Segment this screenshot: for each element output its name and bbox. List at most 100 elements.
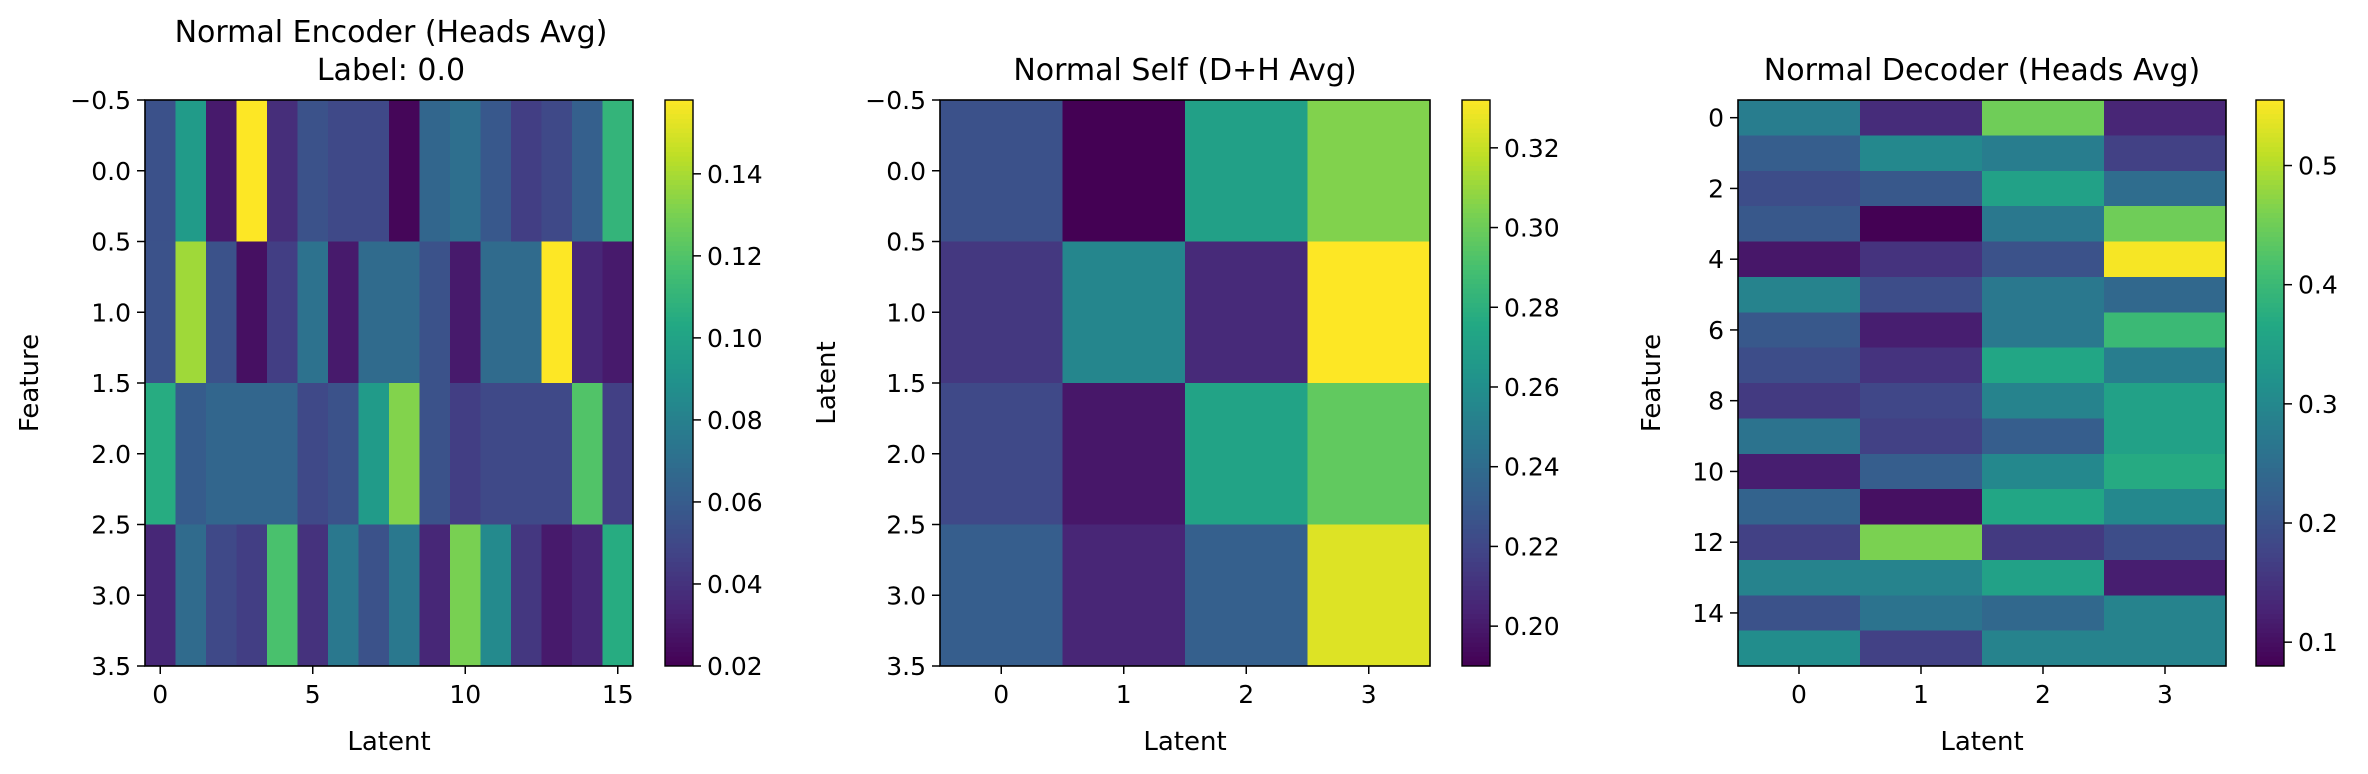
colorbar-segment (1462, 335, 1490, 342)
heatmap-cell (940, 524, 1064, 667)
colorbar-segment (2256, 467, 2284, 474)
y-axis-label: Feature (1637, 334, 1667, 432)
colorbar-tick-label: 0.20 (1504, 612, 1560, 641)
colorbar-segment (1462, 576, 1490, 582)
colorbar-segment (1462, 661, 1490, 667)
colorbar-segment (665, 453, 693, 460)
colorbar-segment (665, 222, 693, 228)
heatmap-cell (1982, 135, 2105, 172)
colorbar-segment (665, 255, 693, 261)
heatmap-cell (1062, 241, 1186, 384)
colorbar-segment (2256, 316, 2284, 323)
x-axis-label: Latent (347, 727, 430, 757)
heatmap-cell (480, 100, 512, 243)
heatmap-cell (1982, 524, 2105, 561)
colorbar-segment (665, 482, 693, 488)
heatmap-cell (297, 100, 329, 243)
colorbar-segment (2256, 449, 2284, 455)
colorbar-tick-label: 0.3 (2298, 390, 2338, 419)
colorbar-segment (2256, 651, 2284, 658)
heatmap-cell (2104, 135, 2227, 172)
colorbar-segment (665, 137, 693, 144)
colorbar-segment (665, 236, 693, 243)
heatmap-cell (1982, 276, 2105, 313)
colorbar-segment (665, 326, 693, 332)
heatmap-cell (358, 524, 390, 667)
colorbar-tick-label: 0.14 (707, 160, 763, 189)
colorbar-segment (2256, 349, 2284, 356)
colorbar-tick-label: 0.2 (2298, 509, 2338, 538)
colorbar-segment (2256, 298, 2284, 304)
colorbar-segment (665, 203, 693, 210)
colorbar-segment (1462, 118, 1490, 125)
colorbar-segment (1462, 590, 1490, 596)
colorbar-segment (1462, 175, 1490, 181)
y-tick-label: 12 (1692, 528, 1724, 557)
y-tick-label: 0.5 (886, 228, 926, 257)
colorbar-segment (2256, 118, 2284, 125)
colorbar-segment (665, 345, 693, 351)
colorbar-segment (665, 444, 693, 450)
y-tick-label: 10 (1692, 457, 1724, 486)
heatmap-cell (572, 383, 604, 526)
colorbar-tick-label: 0.26 (1504, 373, 1560, 402)
colorbar-segment (2256, 562, 2284, 568)
colorbar-segment (665, 416, 693, 422)
colorbar-segment (2256, 255, 2284, 261)
heatmap-cell (1738, 595, 1861, 632)
colorbar-segment (665, 510, 693, 516)
colorbar-segment (665, 217, 693, 224)
colorbar-segment (2256, 109, 2284, 115)
heatmap-cell (1738, 453, 1861, 490)
heatmap-cell (1982, 100, 2105, 136)
colorbar-segment (665, 538, 693, 544)
colorbar-segment (1462, 411, 1490, 417)
colorbar-segment (665, 373, 693, 379)
heatmap-cell (328, 383, 360, 526)
colorbar-segment (2256, 175, 2284, 181)
colorbar-segment (2256, 293, 2284, 299)
colorbar-segment (665, 246, 693, 252)
colorbar-segment (1462, 416, 1490, 422)
y-tick-label: 0 (1708, 104, 1724, 133)
colorbar-segment (665, 632, 693, 639)
heatmap-cell (328, 524, 360, 667)
colorbar-segment (665, 109, 693, 115)
colorbar-segment (665, 265, 693, 271)
colorbar-segment (665, 519, 693, 526)
colorbar-tick-label: 0.4 (2298, 271, 2338, 300)
colorbar-segment (665, 533, 693, 540)
colorbar-segment (1462, 505, 1490, 511)
colorbar-segment (665, 406, 693, 412)
colorbar-segment (1462, 246, 1490, 252)
colorbar-segment (1462, 434, 1490, 441)
colorbar-segment (1462, 628, 1490, 634)
colorbar-segment (2256, 156, 2284, 162)
heatmap-cell (1982, 241, 2105, 278)
colorbar-segment (1462, 151, 1490, 158)
colorbar-segment (665, 581, 693, 587)
colorbar-segment (2256, 401, 2284, 408)
colorbar-segment (665, 274, 693, 280)
colorbar-segment (1462, 307, 1490, 313)
colorbar-segment (1462, 349, 1490, 356)
colorbar-segment (1462, 562, 1490, 568)
chart-title: Normal Encoder (Heads Avg) (175, 15, 608, 50)
colorbar-segment (1462, 623, 1490, 629)
colorbar-segment (1462, 566, 1490, 573)
colorbar-segment (2256, 406, 2284, 412)
colorbar-segment (2256, 647, 2284, 653)
colorbar-segment (665, 368, 693, 375)
heatmap-cell (175, 524, 207, 667)
colorbar-segment (1462, 161, 1490, 167)
colorbar-segment (2256, 618, 2284, 625)
colorbar-segment (2256, 392, 2284, 398)
colorbar-segment (1462, 378, 1490, 384)
colorbar-segment (2256, 170, 2284, 177)
colorbar-segment (2256, 496, 2284, 502)
colorbar-segment (1462, 283, 1490, 290)
y-tick-label: 2.5 (886, 511, 926, 540)
colorbar-segment (665, 656, 693, 662)
colorbar-segment (665, 298, 693, 304)
heatmap-cell (2104, 524, 2227, 561)
